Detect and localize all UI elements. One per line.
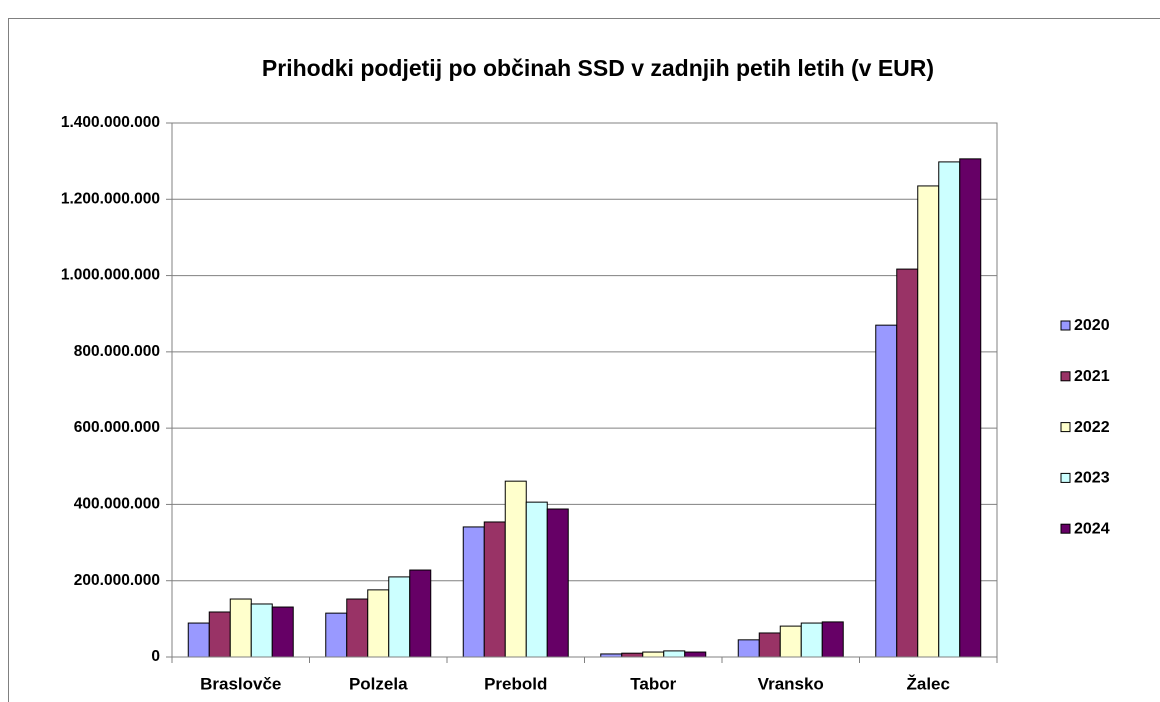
x-tick-label: Žalec <box>907 674 950 693</box>
y-tick-label: 1.200.000.000 <box>61 190 160 207</box>
bar <box>758 632 781 658</box>
legend-label: 2021 <box>1074 368 1110 385</box>
legend-label: 2023 <box>1074 470 1110 487</box>
legend-swatch <box>1060 523 1071 534</box>
legend-swatch <box>1060 320 1071 331</box>
bar <box>367 589 390 658</box>
bar <box>462 526 485 658</box>
bar <box>271 606 294 658</box>
bar <box>621 652 644 658</box>
bar <box>229 598 252 658</box>
x-tick-label: Vransko <box>758 674 824 693</box>
y-tick-label: 400.000.000 <box>74 496 160 513</box>
y-tick-label: 0 <box>151 648 160 665</box>
y-tick-label: 800.000.000 <box>74 343 160 360</box>
y-tick-label: 600.000.000 <box>74 419 160 436</box>
bar <box>250 603 273 658</box>
bar <box>800 622 823 658</box>
bar <box>208 611 231 658</box>
bar <box>346 598 369 658</box>
bar <box>525 501 548 658</box>
bar <box>388 576 411 658</box>
bar <box>737 639 760 658</box>
bar <box>821 621 844 658</box>
bar <box>483 521 506 658</box>
bar <box>875 324 898 658</box>
x-tick-label: Braslovče <box>200 674 281 693</box>
legend-label: 2024 <box>1074 520 1110 537</box>
legend-swatch <box>1060 422 1071 433</box>
chart-title: Prihodki podjetij po občinah SSD v zadnj… <box>262 55 934 81</box>
plot-area <box>171 122 998 658</box>
bar <box>325 612 348 658</box>
legend-swatch <box>1060 371 1071 382</box>
bar <box>938 161 961 658</box>
y-tick-label: 200.000.000 <box>74 572 160 589</box>
bar <box>409 569 432 658</box>
bar <box>504 480 527 658</box>
x-tick-label: Prebold <box>484 674 547 693</box>
y-tick-label: 1.400.000.000 <box>61 114 160 131</box>
bar <box>779 625 802 658</box>
y-tick-label: 1.000.000.000 <box>61 267 160 284</box>
legend-label: 2020 <box>1074 317 1110 334</box>
legend-label: 2022 <box>1074 419 1110 436</box>
bar <box>642 651 665 658</box>
bar <box>546 508 569 658</box>
legend-swatch <box>1060 472 1071 483</box>
bar <box>896 268 919 658</box>
bar <box>663 650 686 658</box>
bar <box>684 651 707 658</box>
x-tick-label: Tabor <box>630 674 676 693</box>
bar <box>917 185 940 658</box>
bar <box>187 622 210 658</box>
x-tick-label: Polzela <box>349 674 408 693</box>
bar <box>959 158 982 658</box>
